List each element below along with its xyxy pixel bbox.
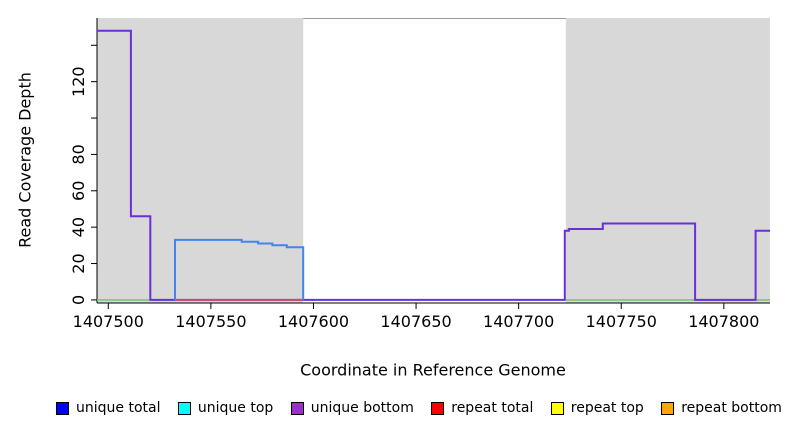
y-axis-title: Read Coverage Depth: [15, 72, 35, 248]
y-tick-label: 20: [69, 253, 88, 273]
legend-swatch-icon: [177, 401, 191, 415]
x-axis-title: Coordinate in Reference Genome: [300, 360, 566, 380]
legend-item-unique-bottom: unique bottom: [290, 400, 414, 416]
legend-label: repeat top: [570, 400, 644, 416]
x-tick-label: 1407650: [380, 312, 451, 331]
x-tick-label: 1407500: [73, 312, 144, 331]
legend-item-unique-total: unique total: [56, 400, 160, 416]
x-tick-label: 1407800: [688, 312, 759, 331]
x-tick-label: 1407550: [175, 312, 246, 331]
y-tick-label: 120: [69, 66, 88, 97]
legend-item-repeat-top: repeat top: [550, 400, 644, 416]
legend-label: unique bottom: [310, 400, 414, 416]
legend-swatch-icon: [56, 401, 69, 415]
y-tick-label: 60: [69, 181, 88, 201]
legend-item-repeat-total: repeat total: [431, 400, 533, 416]
series-unique-total: [174, 238, 305, 300]
legend-item-repeat-bottom: repeat bottom: [661, 400, 782, 416]
shaded-region: [565, 18, 770, 303]
series-unique-bottom: [97, 29, 770, 301]
y-tick-label: 80: [69, 144, 88, 164]
legend-swatch-icon: [550, 401, 564, 415]
y-tick-label: 40: [69, 217, 88, 237]
legend-swatch-icon: [431, 401, 445, 415]
x-tick-label: 1407600: [278, 312, 349, 331]
legend: unique total unique top unique bottom repea…: [56, 396, 782, 420]
legend-label: repeat total: [451, 400, 534, 416]
legend-swatch-icon: [661, 401, 675, 415]
legend-label: repeat bottom: [681, 400, 782, 416]
x-tick-label: 1407750: [586, 312, 657, 331]
plot-area: 1407500 1407550 1407600 1407650 1407700 14077…: [69, 18, 770, 331]
shaded-region: [97, 18, 304, 303]
legend-label: unique top: [197, 400, 274, 416]
legend-swatch-icon: [290, 401, 304, 415]
y-tick-label: 0: [69, 295, 88, 305]
legend-label: unique total: [76, 400, 161, 416]
legend-item-unique-top: unique top: [177, 400, 274, 416]
x-tick-label: 1407700: [483, 312, 554, 331]
